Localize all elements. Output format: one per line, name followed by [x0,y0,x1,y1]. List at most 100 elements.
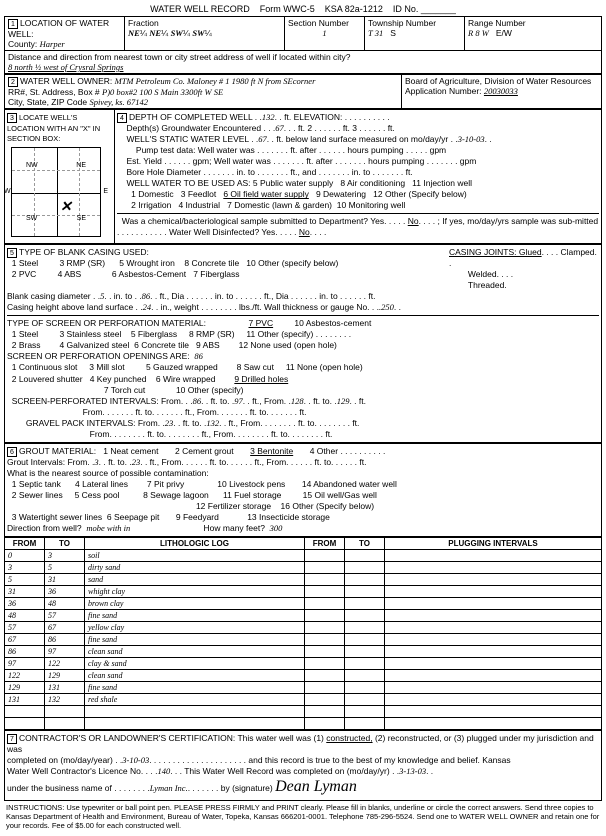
est-lbl: Est. Yield [126,156,161,166]
welded: Welded [468,269,497,279]
p6: 6 Seepage pit [107,512,159,522]
c2: 2 PVC [12,269,37,279]
static-txt: ft. below land surface measured on mo/da… [276,134,448,144]
u12: 12 Other (Specify below) [373,189,467,199]
g4: 4 Other [310,446,338,456]
feet-lbl: How many feet? [204,523,265,533]
s8: 8 RMP (SR) [189,329,235,339]
joints: CASING JOINTS: Glued [449,247,542,257]
table-row: 531sand [5,574,602,586]
county: Harper [40,39,65,49]
f4: SW [192,28,204,38]
c3: 3 RMP (SR) [59,258,105,268]
log-table: FROM TO LITHOLOGIC LOG FROM TO PLUGGING … [4,537,602,730]
o1: 1 Continuous slot [12,362,78,372]
o2: 2 Louvered shutter [12,374,83,384]
constructed: constructed, [326,733,372,743]
gp-lbl: GRAVEL PACK INTERVALS: [26,418,136,428]
box-4: 4 [117,113,127,123]
threaded: Threaded [468,280,504,290]
g2: 2 Cement grout [175,446,234,456]
text3: and this record is true to the best of m… [248,755,510,765]
table-row: 3136whight clay [5,586,602,598]
section-5: 5TYPE OF BLANK CASING USED: 1 Steel 3 RM… [4,244,602,443]
p2: 2 Sewer lines [12,490,63,500]
dist: 8 north ½ west of Crysral Springs [8,62,123,72]
p16: 16 Other (Specify below) [281,501,375,511]
s12: 12 None used (open hole) [239,340,337,350]
box-5: 5 [7,248,17,258]
table-row: 97122clay & sand [5,658,602,670]
loc-box-title: LOCATE WELL'S LOCATION WITH AN "X" IN SE… [7,113,100,143]
range-ew: E/W [496,28,512,38]
table-row: 4857fine sand [5,610,602,622]
s3: 3 Stainless steel [59,329,121,339]
box-6: 6 [7,447,17,457]
use-lbl: WELL WATER TO BE USED AS: [126,178,250,188]
c8: 8 Concrete tile [184,258,239,268]
feet: 300 [270,523,283,533]
p13: 13 Insecticide storage [247,512,330,522]
county-lbl: County: [8,39,37,49]
table-row: 6786fine sand [5,634,602,646]
range-lbl: Range Number [468,18,526,28]
section-1: 1LOCATION OF WATER WELL: County: Harper … [4,16,602,74]
sig-lbl: by (signature) [221,783,273,793]
cert-title: CONTRACTOR'S OR LANDOWNER'S CERTIFICATIO… [19,733,235,743]
pump-lbl: Pump test data: Well water was [136,145,255,155]
chem-lbl: Was a chemical/bacteriological sample su… [122,216,384,226]
depth: 132 [262,112,275,122]
addr: P)0 box#2 100 S Main 3300ft W SE [102,87,223,97]
gauge-lbl: Wall thickness or gauge No. [264,302,370,312]
table-row: 3648brown clay [5,598,602,610]
blank-dia-lbl: Blank casing diameter [7,291,91,301]
box-1: 1 [8,19,18,29]
section-6: 6GROUT MATERIAL: 1 Neat cement 2 Cement … [4,443,602,537]
o9: 9 Drilled holes [234,374,288,384]
p14: 14 Abandoned water well [302,479,397,489]
gw-lbl: Depth(s) Groundwater Encountered [126,123,261,133]
o4: 4 Key punched [90,374,147,384]
c4: 4 ABS [58,269,82,279]
table-row: 129131fine sand [5,682,602,694]
appnum: 20030033 [484,86,518,96]
u6: 6 Oil field water supply [223,189,309,199]
c7: 7 Fiberglass [193,269,239,279]
o3: 3 Mill slot [89,362,124,372]
gauge: .250 [379,302,394,312]
g1: 1 Neat cement [103,446,158,456]
static-date: 3-10-03 [458,134,485,144]
o11: 11 None (open hole) [286,362,363,372]
static-lbl: WELL'S STATIC WATER LEVEL [126,134,248,144]
city-lbl: City, State, ZIP Code [8,97,87,107]
p8: 8 Sewage lagoon [143,490,209,500]
comp-lbl: completed on (mo/day/year) [7,755,113,765]
p11: 11 Fuel storage [223,490,281,500]
fraction-lbl: Fraction [128,18,159,28]
s9: 9 ABS [196,340,220,350]
height-lbl: Casing height above land surface [7,302,133,312]
section-2: 2WATER WELL OWNER: MTM Petroleum Co. Mal… [4,74,602,109]
contam-lbl: What is the nearest source of possible c… [7,468,209,478]
depth-title: DEPTH OF COMPLETED WELL [129,112,252,122]
o8: 8 Saw cut [237,362,274,372]
grout-title: GROUT MATERIAL: [19,446,96,456]
p3: 3 Watertight sewer lines [12,512,102,522]
u11: 11 Injection well [412,178,472,188]
th-plug: PLUGGING INTERVALS [385,538,602,550]
s10: 10 Asbestos-cement [294,318,371,328]
table-row: 131132red shale [5,694,602,706]
g3: 3 Bentonite [250,446,293,456]
section-7: 7CONTRACTOR'S OR LANDOWNER'S CERTIFICATI… [4,730,602,801]
sp-lbl: SCREEN-PERFORATED INTERVALS: [12,396,159,406]
casing-title: TYPE OF BLANK CASING USED: [19,247,149,257]
sp-from: 86 [193,396,202,406]
u4: 4 Industrial [178,200,220,210]
sp-to2: 129 [337,396,350,406]
sp-to: 97 [234,396,243,406]
comp: 3-10-03 [122,755,149,765]
o6: 6 Wire wrapped [156,374,216,384]
section-3-4: 3LOCATE WELL'S LOCATION WITH AN "X" IN S… [4,109,602,244]
table-row [5,706,602,718]
city: Spivey, ks. 67142 [89,97,148,107]
